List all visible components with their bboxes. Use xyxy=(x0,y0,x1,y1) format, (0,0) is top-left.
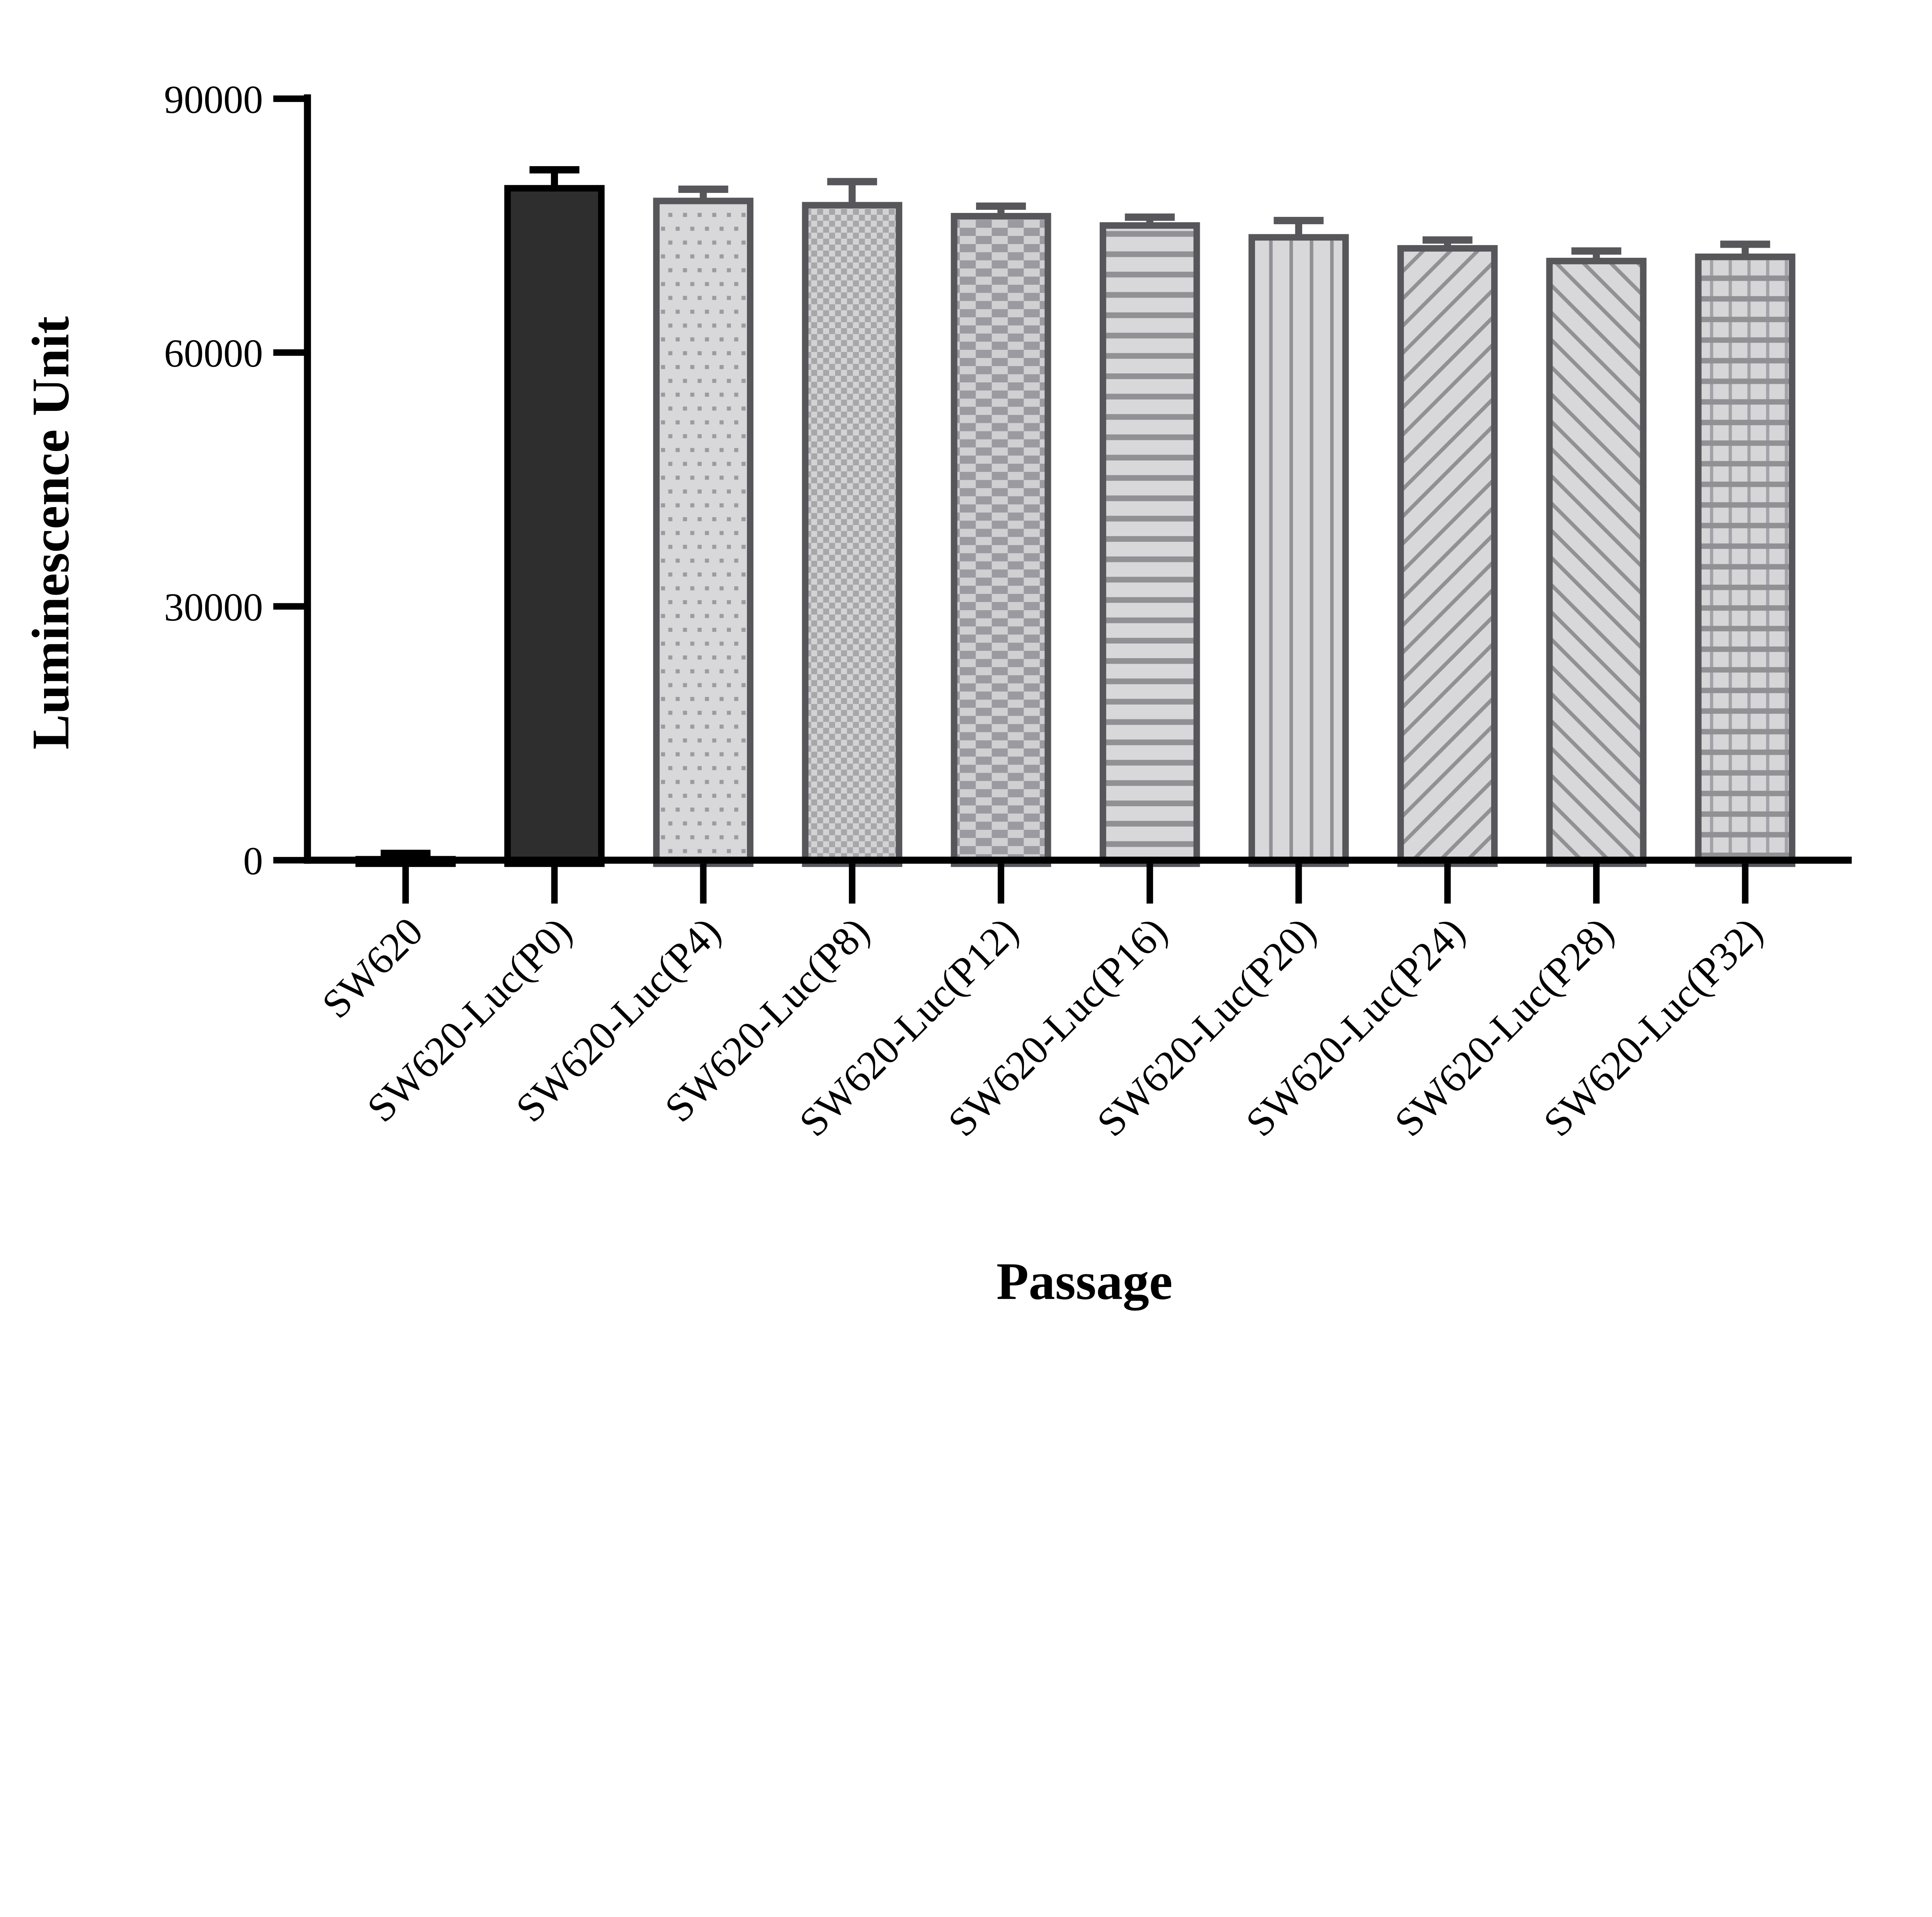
chart-canvas: 0300006000090000SW620SW620-Luc(P0)SW620-… xyxy=(21,78,1852,1311)
bar-SW620-Luc(P28) xyxy=(1546,257,1647,867)
bar-SW620-Luc(P24) xyxy=(1397,245,1498,867)
y-tick-label-60000: 60000 xyxy=(164,332,263,376)
bar-SW620-Luc(P4) xyxy=(653,197,753,867)
y-tick-label-90000: 90000 xyxy=(164,78,263,122)
bar-SW620-Luc(P12) xyxy=(951,213,1051,867)
bar-SW620-Luc(P0) xyxy=(504,185,605,867)
x-axis-title: Passage xyxy=(997,1252,1173,1311)
x-tick-label-SW620: SW620 xyxy=(313,909,431,1027)
y-tick-label-0: 0 xyxy=(243,839,263,883)
bar-SW620-Luc(P32) xyxy=(1695,254,1796,867)
plot-area: 0300006000090000SW620SW620-Luc(P0)SW620-… xyxy=(164,78,1852,1145)
y-tick-label-30000: 30000 xyxy=(164,586,263,629)
bar-SW620-Luc(P16) xyxy=(1099,222,1200,867)
bar-SW620-Luc(P8) xyxy=(802,202,903,867)
bar-SW620-Luc(P20) xyxy=(1248,234,1349,867)
bar-chart-figure: 0 30000 60000 90000 SW620 SW620-Luc(P0) SW620-… xyxy=(21,78,1852,1311)
y-axis-title: Luminescence Unit xyxy=(21,316,80,749)
